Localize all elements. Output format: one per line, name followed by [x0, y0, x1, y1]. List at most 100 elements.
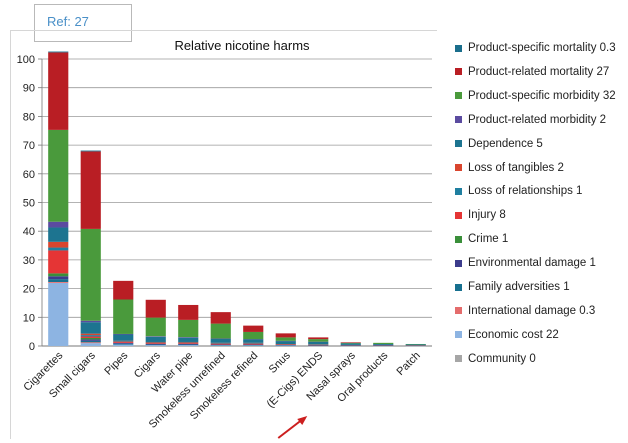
bar-segment [340, 343, 361, 345]
bar-segment [243, 343, 264, 344]
bar-segment [243, 345, 264, 346]
bar-segment [145, 343, 166, 345]
bar-segment [80, 151, 101, 229]
y-tick-label: 0 [29, 341, 35, 353]
bar-segment [145, 345, 166, 346]
legend-swatch [455, 355, 462, 363]
y-tick-label: 50 [23, 198, 35, 210]
bar-segment [243, 344, 264, 346]
bar-segment [210, 343, 231, 344]
bar-segment [48, 241, 69, 248]
y-tick-label: 30 [23, 255, 35, 267]
x-tick-label: (E-Cigs) ENDS [265, 350, 326, 411]
bar-segment [113, 299, 134, 334]
legend-swatch [455, 68, 462, 76]
bar-segment [48, 247, 69, 251]
bar-segment [80, 336, 101, 338]
bar-segment [178, 344, 199, 346]
bar-segment [80, 337, 101, 340]
legend-label: Product-related mortality 27 [468, 65, 610, 78]
legend-item: Environmental damage 1 [455, 255, 627, 271]
bar-segment [275, 341, 296, 344]
bar-segment [275, 333, 296, 338]
y-tick-label: 40 [23, 226, 35, 238]
bar-segment [113, 340, 134, 342]
bar-segment [373, 343, 394, 345]
legend-swatch [455, 116, 462, 124]
bar-segment [178, 343, 199, 345]
bar-segment [210, 344, 231, 346]
bar-segment [210, 343, 231, 345]
bar-segment [340, 342, 361, 343]
bar-segment [80, 343, 101, 346]
bar-segment [48, 129, 69, 222]
bar-segment [48, 273, 69, 277]
y-tick-label: 60 [23, 169, 35, 181]
x-tick-label: Snus [267, 349, 294, 376]
bar-segment [178, 337, 199, 338]
legend-label: Family adversities 1 [468, 281, 570, 293]
legend-item: Product-related morbidity 2 [455, 112, 627, 128]
bar-segment [243, 343, 264, 345]
legend-label: Product-related morbidity 2 [468, 113, 607, 126]
bar-segment [275, 337, 296, 341]
bar-segment [113, 334, 134, 341]
x-tick-label: Cigars [132, 349, 163, 380]
bar-segment [48, 52, 69, 130]
legend-swatch [455, 164, 462, 171]
bar-segment [113, 333, 134, 335]
bar-segment [405, 344, 426, 346]
bar-segment [210, 345, 231, 346]
bar-segment [113, 341, 134, 343]
legend-item: Product-related mortality 27 [455, 64, 627, 80]
legend-swatch [455, 235, 462, 243]
legend-item: Loss of tangibles 2 [455, 160, 627, 176]
legend-swatch [455, 187, 462, 195]
bar-segment [80, 340, 101, 343]
legend-label: Loss of tangibles 2 [468, 161, 564, 174]
x-tick-label: Patch [394, 350, 422, 378]
bar-segment [80, 333, 101, 336]
legend-item: International damage 0.3 [455, 303, 627, 319]
legend-item: Economic cost 22 [455, 327, 627, 343]
y-tick-label: 70 [23, 140, 35, 152]
bar-segment [243, 342, 264, 344]
y-tick-label: 90 [23, 83, 35, 95]
bar-segment [210, 338, 231, 343]
reference-label: Ref: 27 [47, 14, 89, 29]
bar-segment [210, 323, 231, 339]
bar-segment [178, 343, 199, 344]
bar-segment [80, 320, 101, 323]
bar-segment [178, 342, 199, 344]
legend-swatch [455, 44, 462, 52]
bar-segment [113, 344, 134, 346]
bar-segment [340, 342, 361, 344]
legend-swatch [455, 92, 462, 100]
bar-segment [113, 280, 134, 300]
bar-segment [48, 227, 69, 242]
bar-segment [178, 337, 199, 342]
legend-label: International damage 0.3 [468, 304, 596, 317]
bar-segment [308, 337, 329, 340]
bar-segment [80, 335, 101, 337]
bar-segment [308, 341, 329, 345]
bar-segment [48, 279, 69, 282]
bar-segment [48, 282, 69, 346]
bar-segment [80, 228, 101, 321]
bar-segment [178, 345, 199, 346]
bar-segment [373, 342, 394, 344]
bar-segment [113, 341, 134, 342]
bar-segment [48, 250, 69, 274]
legend-swatch [455, 259, 462, 267]
bar-segment [178, 319, 199, 338]
legend-item: Crime 1 [455, 231, 627, 247]
bar-segment [80, 322, 101, 334]
bar-segment [243, 339, 264, 343]
bar-segment [48, 51, 69, 53]
bar-segment [178, 304, 199, 320]
y-tick-label: 20 [23, 284, 35, 296]
bar-segment [80, 339, 101, 341]
legend-item: Product-specific morbidity 32 [455, 88, 627, 104]
bar-segment [48, 276, 69, 280]
bar-segment [145, 299, 166, 318]
